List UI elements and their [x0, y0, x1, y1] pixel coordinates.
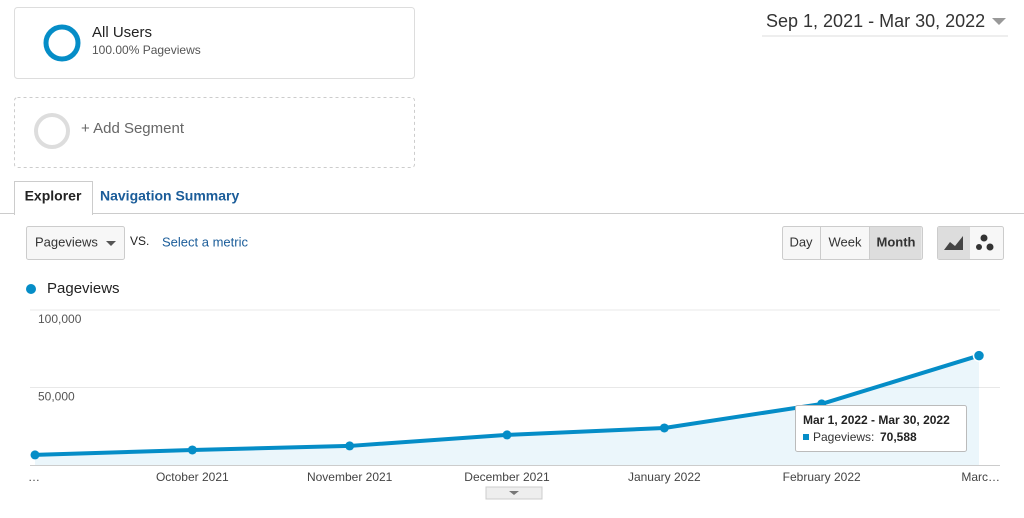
- point: [502, 430, 512, 440]
- point: [972, 349, 986, 362]
- vs: VS.: [130, 234, 149, 248]
- date-range[interactable]: Sep 1, 2021 - Mar 30, 2022: [766, 11, 985, 31]
- point: [659, 423, 669, 433]
- add-segment[interactable]: + Add Segment: [81, 120, 185, 137]
- legend-marker: [26, 284, 36, 294]
- motion-icon: [976, 244, 982, 250]
- segment-detail: 100.00% Pageviews: [92, 43, 201, 57]
- metric: Pageviews: [35, 234, 98, 249]
- dropdown-arrow: [106, 241, 116, 246]
- tooltip-title: Mar 1, 2022 - Mar 30, 2022: [803, 413, 950, 427]
- granularity-button[interactable]: Month: [877, 234, 916, 249]
- area: [35, 355, 979, 465]
- legend-label: Pageviews: [47, 280, 120, 297]
- chart: 50,000 100,000 … October 2021 November 2021 D…: [28, 309, 1000, 484]
- segment-card[interactable]: [14, 7, 415, 79]
- point: [187, 445, 197, 455]
- metric-dropdown[interactable]: [26, 226, 125, 260]
- x-tick-label: October 2021: [156, 470, 229, 484]
- y-tick-label: 100,000: [38, 312, 82, 326]
- tab-active[interactable]: [14, 181, 93, 215]
- add-segment-icon: [34, 113, 70, 149]
- granularity-button[interactable]: Week: [829, 234, 862, 249]
- x-tick-label: …: [28, 470, 40, 484]
- point: [345, 441, 355, 451]
- chart-type-active[interactable]: [938, 227, 970, 259]
- granularity-button[interactable]: Day: [789, 234, 813, 249]
- add-segment-card[interactable]: [14, 97, 415, 168]
- tooltip: [795, 405, 967, 452]
- motion-icon[interactable]: [980, 234, 988, 242]
- x-tick-label: December 2021: [464, 470, 550, 484]
- tab[interactable]: Explorer: [25, 188, 82, 204]
- y-tick-label: 50,000: [38, 390, 75, 404]
- segment-icon: [43, 24, 81, 62]
- tab[interactable]: Navigation Summary: [100, 188, 239, 204]
- x-tick-label: February 2022: [783, 470, 861, 484]
- point: [30, 450, 40, 460]
- x-tick-label: November 2021: [307, 470, 393, 484]
- motion-icon: [986, 243, 994, 251]
- tooltip-label: Pageviews:: [813, 430, 874, 444]
- scroll-arrow: [509, 491, 519, 495]
- tooltip-value: 70,588: [880, 430, 917, 444]
- x-tick-label: January 2022: [628, 470, 701, 484]
- date-arrow[interactable]: [992, 18, 1006, 25]
- granularity-active: [869, 227, 922, 259]
- x-tick-label: Marc…: [961, 470, 1000, 484]
- tooltip-marker: [803, 434, 809, 440]
- segment-name: All Users: [92, 24, 152, 41]
- line-chart-icon: [944, 236, 963, 250]
- tab-cover: [15, 212, 92, 215]
- select-metric[interactable]: Select a metric: [162, 234, 248, 249]
